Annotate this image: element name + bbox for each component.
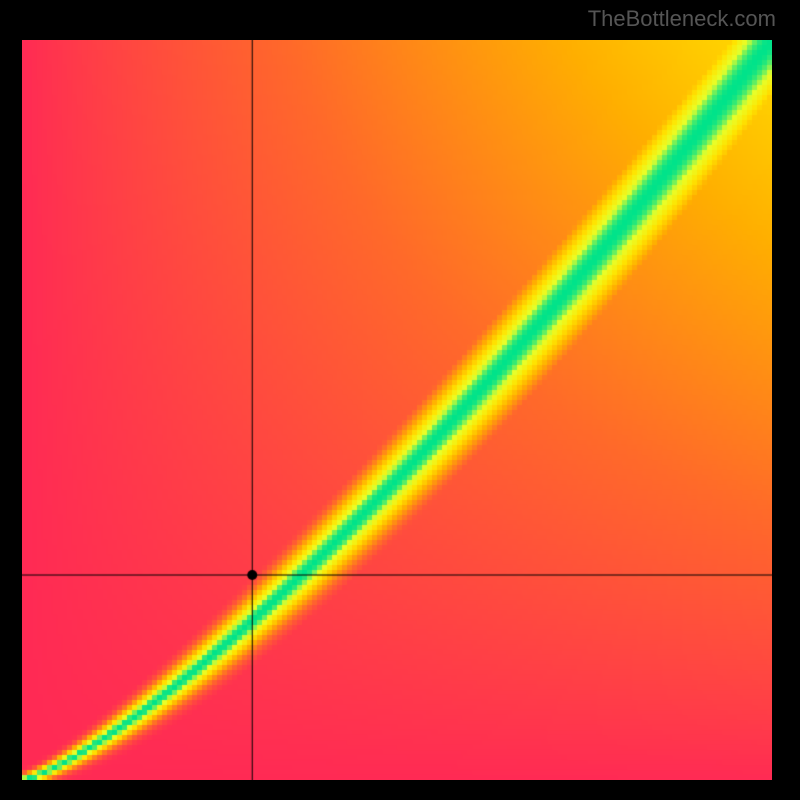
bottleneck-heatmap <box>22 40 772 780</box>
chart-container: TheBottleneck.com <box>0 0 800 800</box>
attribution-text: TheBottleneck.com <box>588 6 776 32</box>
